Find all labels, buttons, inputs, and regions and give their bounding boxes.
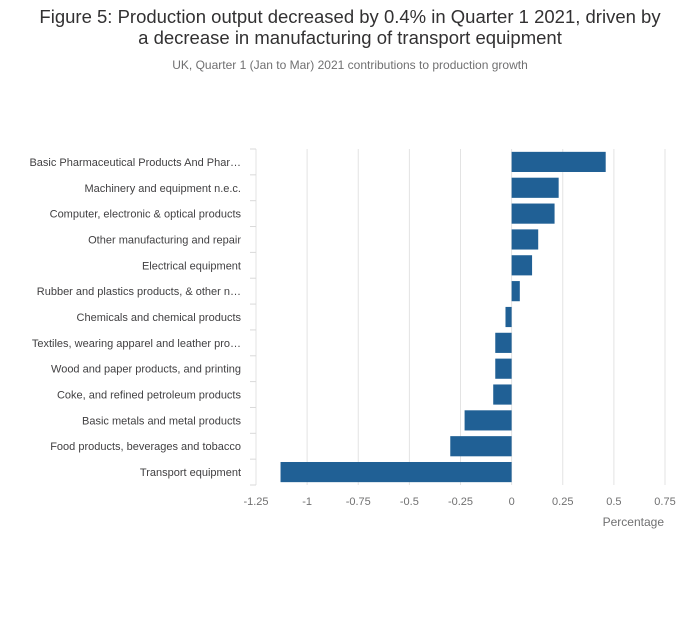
bar[interactable] xyxy=(511,281,520,302)
bar[interactable] xyxy=(511,203,555,224)
bar[interactable] xyxy=(495,358,512,379)
category-label: Other manufacturing and repair xyxy=(88,234,241,246)
x-tick-label: -1.25 xyxy=(243,496,268,508)
category-label: Basic Pharmaceutical Products And Phar… xyxy=(29,157,241,169)
x-tick-label: 0 xyxy=(509,496,515,508)
bar[interactable] xyxy=(464,410,512,431)
category-label: Textiles, wearing apparel and leather pr… xyxy=(32,338,241,350)
bar[interactable] xyxy=(511,255,533,276)
chart-title: Figure 5: Production output decreased by… xyxy=(0,6,700,48)
bars xyxy=(280,151,606,483)
x-tick-label: 0.5 xyxy=(606,496,621,508)
chart-title-line: a decrease in manufacturing of transport… xyxy=(138,27,562,48)
x-tick-label: -0.75 xyxy=(346,496,371,508)
chart-subtitle: UK, Quarter 1 (Jan to Mar) 2021 contribu… xyxy=(172,58,528,72)
category-label: Food products, beverages and tobacco xyxy=(50,441,241,453)
category-label: Rubber and plastics products, & other n… xyxy=(37,286,241,298)
category-label: Coke, and refined petroleum products xyxy=(57,390,242,402)
category-label: Computer, electronic & optical products xyxy=(50,209,242,221)
bar[interactable] xyxy=(493,384,512,405)
bar[interactable] xyxy=(495,332,512,353)
category-label: Machinery and equipment n.e.c. xyxy=(84,183,241,195)
category-label: Electrical equipment xyxy=(142,260,241,272)
bar[interactable] xyxy=(511,229,539,250)
bar[interactable] xyxy=(505,306,512,328)
chart-title-line: Figure 5: Production output decreased by… xyxy=(39,6,661,27)
category-label: Basic metals and metal products xyxy=(82,415,241,427)
x-tick-label: -0.25 xyxy=(448,496,473,508)
x-tick-label: 0.25 xyxy=(552,496,573,508)
category-label: Transport equipment xyxy=(140,467,241,479)
category-labels: Basic Pharmaceutical Products And Phar… M… xyxy=(29,157,241,479)
category-label: Chemicals and chemical products xyxy=(77,312,242,324)
x-tick-labels: -1.25 -1 -0.75 -0.5 -0.25 0 0.25 0.5 0.75 xyxy=(243,496,675,508)
x-tick-label: -1 xyxy=(302,496,312,508)
bar[interactable] xyxy=(511,177,559,198)
x-tick-label: -0.5 xyxy=(400,496,419,508)
category-label: Wood and paper products, and printing xyxy=(51,364,241,376)
x-axis-title: Percentage xyxy=(603,515,665,529)
grid-lines xyxy=(250,148,666,486)
bar[interactable] xyxy=(280,461,512,483)
bar[interactable] xyxy=(450,436,512,457)
bar[interactable] xyxy=(511,151,606,173)
x-tick-label: 0.75 xyxy=(654,496,675,508)
